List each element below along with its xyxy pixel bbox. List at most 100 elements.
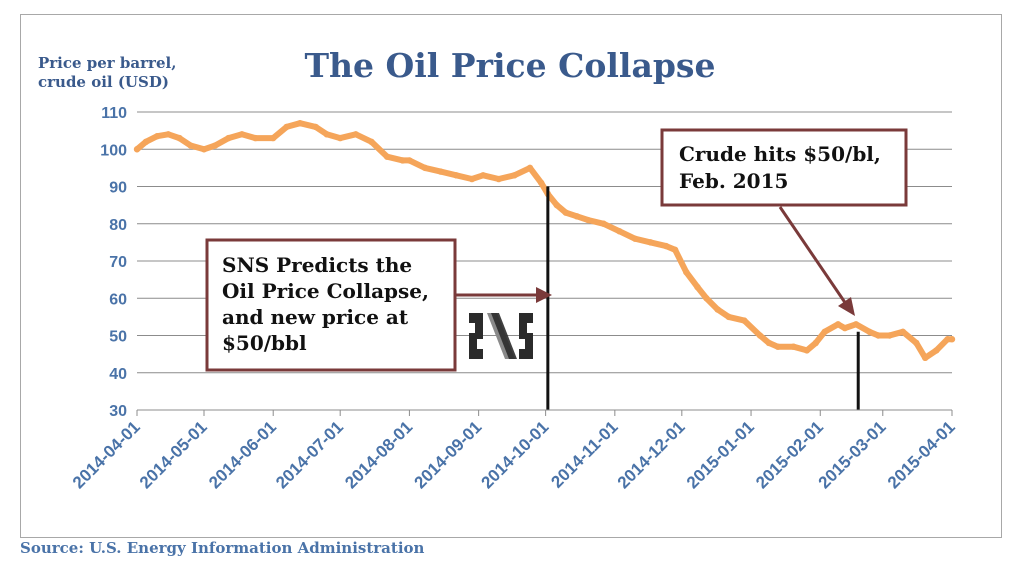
chart-title: The Oil Price Collapse <box>304 46 715 85</box>
x-tick-label: 2014-10-01 <box>478 417 553 492</box>
price-point <box>526 164 534 172</box>
price-point <box>841 324 849 332</box>
price-point <box>252 134 259 142</box>
price-point <box>899 328 907 335</box>
price-point <box>765 339 773 347</box>
price-point <box>631 235 639 242</box>
marker-layer <box>546 186 860 410</box>
y-tick-label: 30 <box>109 403 127 420</box>
price-point <box>468 175 476 183</box>
x-tick-label: 2014-09-01 <box>411 417 486 492</box>
line-layer <box>133 119 956 362</box>
annotation-1-line-1: SNS Predicts the <box>222 253 412 277</box>
y-tick-label: 60 <box>109 291 127 308</box>
price-point <box>133 146 141 153</box>
chart-frame <box>20 14 1002 538</box>
price-point <box>200 146 208 153</box>
price-point <box>495 175 502 183</box>
price-point <box>647 239 654 246</box>
price-point <box>834 321 842 328</box>
x-tick-label: 2015-04-01 <box>884 417 959 492</box>
price-point <box>812 339 819 347</box>
x-tick-label: 2014-05-01 <box>136 417 211 492</box>
price-point <box>714 306 721 313</box>
annotation-2-line-1: Crude hits $50/bl, <box>679 142 881 166</box>
y-axis-label-line-1: Price per barrel, <box>38 54 176 72</box>
price-point <box>238 131 246 138</box>
price-point <box>886 332 893 339</box>
x-tick-label: 2014-06-01 <box>205 417 280 492</box>
price-point <box>352 131 360 138</box>
price-point <box>922 354 929 362</box>
price-point <box>453 172 460 179</box>
price-point <box>479 172 487 179</box>
price-point <box>368 138 375 145</box>
y-tick-label: 110 <box>101 105 127 122</box>
price-point <box>270 134 277 142</box>
price-point <box>803 347 811 354</box>
price-point <box>703 295 710 302</box>
price-point <box>616 228 623 235</box>
price-point <box>553 201 560 209</box>
price-point <box>725 313 732 321</box>
price-point <box>756 332 764 339</box>
annotation-1-line-2: Oil Price Collapse, <box>222 279 429 303</box>
sns-logo <box>469 313 533 359</box>
price-point <box>852 321 860 328</box>
x-tick-label: 2014-11-01 <box>547 417 621 491</box>
price-point <box>662 242 670 250</box>
price-point <box>573 213 581 220</box>
price-point <box>312 123 319 131</box>
y-tick-label: 100 <box>100 142 127 159</box>
y-axis-label-line-2: crude oil (USD) <box>38 73 169 91</box>
price-point <box>336 134 344 142</box>
annotation-1-arrow <box>455 287 552 303</box>
price-point <box>875 332 882 339</box>
price-point <box>142 138 150 145</box>
y-tick-label: 80 <box>109 217 127 234</box>
y-tick-label: 40 <box>109 366 127 383</box>
price-point <box>944 336 951 343</box>
price-point <box>790 343 797 350</box>
price-point <box>323 131 330 138</box>
y-tick-label: 50 <box>109 329 127 346</box>
x-tick-label: 2014-08-01 <box>341 417 416 492</box>
price-point <box>562 209 569 216</box>
y-tick-label: 90 <box>109 180 127 197</box>
price-point <box>399 157 406 164</box>
price-point <box>406 157 413 164</box>
y-tick-label: 70 <box>109 254 127 271</box>
price-point <box>913 339 920 347</box>
annotation-crude-50: Crude hits $50/bl, Feb. 2015 <box>660 128 908 207</box>
x-tick-label: 2014-04-01 <box>69 417 144 492</box>
x-tick-label: 2014-07-01 <box>272 417 347 492</box>
price-point <box>437 168 444 175</box>
price-point <box>153 133 161 140</box>
price-point <box>741 317 748 324</box>
price-point <box>187 142 194 149</box>
source-note: Source: U.S. Energy Information Administ… <box>20 539 425 557</box>
x-tick-label: 2015-03-01 <box>815 417 890 492</box>
price-point <box>225 134 232 142</box>
price-point <box>866 328 873 335</box>
annotation-2-line-2: Feb. 2015 <box>679 169 788 193</box>
annotation-sns-prediction: SNS Predicts the Oil Price Collapse, and… <box>205 238 457 372</box>
price-point <box>283 123 290 131</box>
annotation-1-line-4: $50/bbl <box>222 331 307 355</box>
x-tick-label: 2014-12-01 <box>614 417 689 492</box>
price-point <box>165 131 172 138</box>
price-point <box>176 134 183 142</box>
price-point <box>694 283 701 291</box>
price-point <box>211 142 219 149</box>
price-point <box>511 172 518 179</box>
price-point <box>671 246 679 254</box>
price-point <box>383 153 391 160</box>
price-point <box>821 328 828 335</box>
price-point <box>948 336 956 343</box>
price-point <box>933 347 940 354</box>
annotation-1-line-3: and new price at <box>222 305 409 329</box>
x-tick-label: 2015-01-01 <box>683 417 758 492</box>
price-point <box>774 343 782 350</box>
annotation-2-arrow <box>778 206 855 316</box>
